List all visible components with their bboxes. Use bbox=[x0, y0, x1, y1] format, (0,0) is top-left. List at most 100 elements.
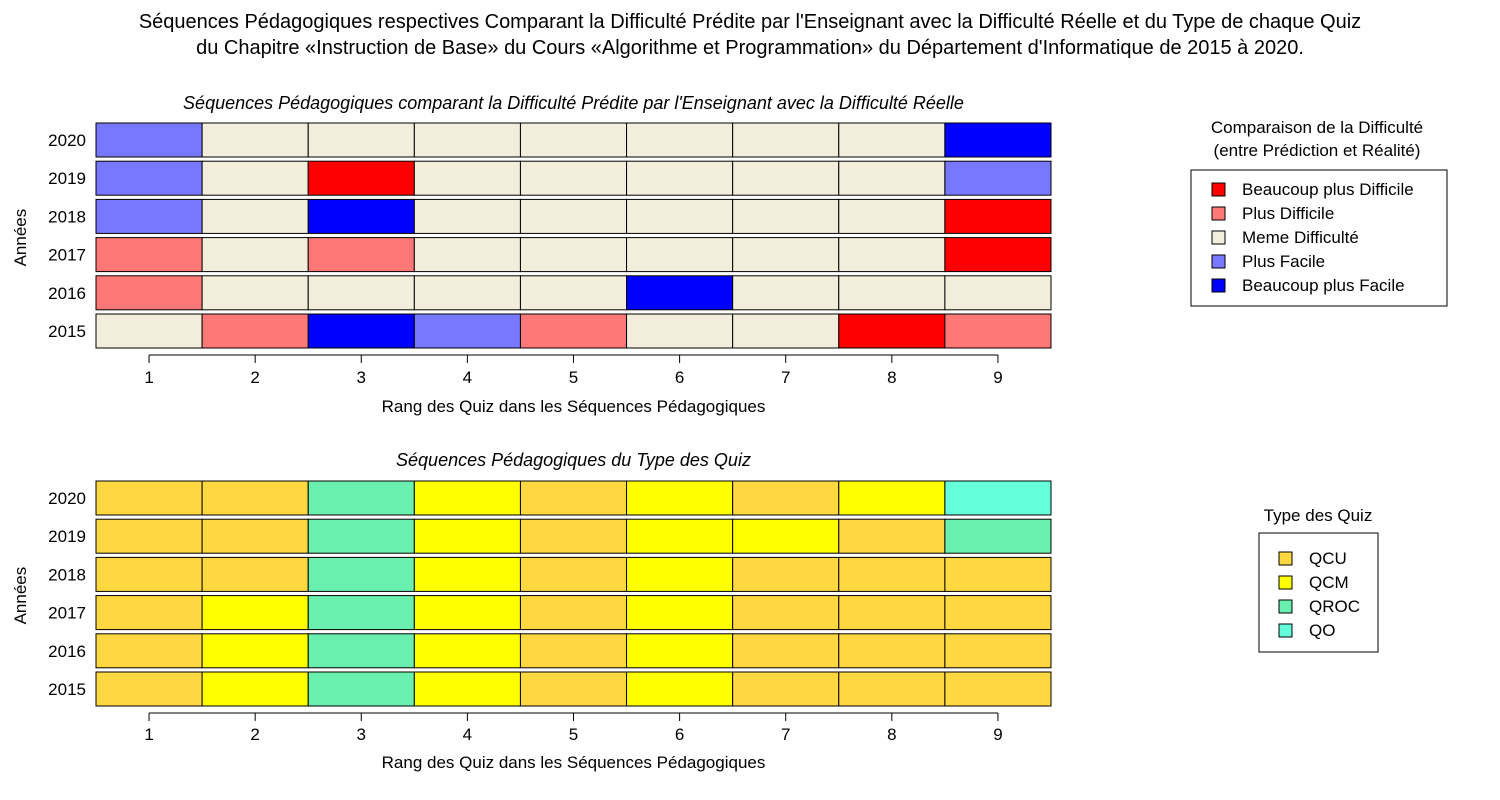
chart2-cell-2019-9 bbox=[944, 518, 1052, 554]
chart1-cell-2017-6 bbox=[626, 237, 734, 273]
chart2-x-tick-label: 9 bbox=[993, 725, 1002, 744]
chart1-cell-2015-6 bbox=[626, 313, 734, 349]
chart1-x-tick-label: 1 bbox=[144, 368, 153, 387]
chart1-cell-2015-3 bbox=[307, 313, 415, 349]
chart2-legend-box bbox=[1258, 532, 1379, 653]
chart2-cell-2019-5 bbox=[519, 518, 628, 554]
chart2-cell-2016-1 bbox=[95, 633, 203, 669]
chart2-cell-2016-7 bbox=[732, 633, 840, 669]
chart1-cell-2017-7 bbox=[732, 237, 840, 273]
chart1-cell-2015-7 bbox=[732, 313, 840, 349]
chart2-cell-2017-2 bbox=[201, 595, 309, 631]
chart1-title: Séquences Pédagogiques comparant la Diff… bbox=[183, 93, 964, 113]
chart1-x-tick-label: 9 bbox=[993, 368, 1002, 387]
chart2-cell-2020-6 bbox=[626, 480, 734, 516]
chart1-cell-2016-1 bbox=[95, 275, 203, 311]
chart2-x-axis-label: Rang des Quiz dans les Séquences Pédagog… bbox=[382, 753, 766, 772]
chart2-cell-2020-3 bbox=[307, 480, 415, 516]
chart2-cell-2015-3 bbox=[307, 671, 415, 707]
chart1-cell-2019-4 bbox=[413, 160, 521, 196]
chart1-cell-2016-7 bbox=[732, 275, 840, 311]
chart2-cell-2017-1 bbox=[95, 595, 203, 631]
chart2-cell-2015-2 bbox=[201, 671, 309, 707]
chart2-x-tick-label: 3 bbox=[357, 725, 366, 744]
chart1-cell-2018-3 bbox=[307, 198, 415, 234]
chart2-cell-2016-5 bbox=[519, 633, 628, 669]
chart2-cell-2020-7 bbox=[732, 480, 840, 516]
chart2-cell-2017-3 bbox=[307, 595, 415, 631]
chart1-cell-2019-6 bbox=[626, 160, 734, 196]
chart1-cell-2019-3 bbox=[307, 160, 415, 196]
chart2-cell-2015-9 bbox=[944, 671, 1052, 707]
chart1-legend-subtitle: (entre Prédiction et Réalité) bbox=[1214, 141, 1421, 160]
chart2-cell-2019-2 bbox=[201, 518, 309, 554]
chart2-cell-2015-5 bbox=[519, 671, 628, 707]
chart1-legend-swatch bbox=[1211, 230, 1226, 245]
chart2-cell-2020-2 bbox=[201, 480, 309, 516]
chart1-cell-2017-1 bbox=[95, 237, 203, 273]
chart1-cell-2017-3 bbox=[307, 237, 415, 273]
chart1-cell-2017-8 bbox=[838, 237, 946, 273]
chart2-cell-2019-4 bbox=[413, 518, 521, 554]
chart2-y-axis-label: Années bbox=[11, 567, 30, 625]
chart2-legend-swatch bbox=[1278, 575, 1293, 590]
chart2-cell-2017-4 bbox=[413, 595, 521, 631]
chart2-cell-2019-6 bbox=[626, 518, 734, 554]
chart1-cell-2015-2 bbox=[201, 313, 309, 349]
chart1-legend-swatch bbox=[1211, 182, 1226, 197]
chart1-cell-2020-3 bbox=[307, 122, 415, 158]
chart1-x-tick-label: 7 bbox=[781, 368, 790, 387]
chart1-legend-title: Comparaison de la Difficulté bbox=[1211, 118, 1423, 137]
chart2-cell-2018-1 bbox=[95, 556, 203, 592]
chart1-cell-2020-4 bbox=[413, 122, 521, 158]
chart1-y-tick-label: 2017 bbox=[48, 246, 86, 265]
chart2-cell-2018-7 bbox=[732, 556, 840, 592]
chart2-cell-2019-3 bbox=[307, 518, 415, 554]
chart1-cell-2016-5 bbox=[519, 275, 628, 311]
chart2-x-tick-label: 8 bbox=[887, 725, 896, 744]
chart2-cell-2020-1 bbox=[95, 480, 203, 516]
chart2-cell-2020-5 bbox=[519, 480, 628, 516]
chart1-x-axis-label: Rang des Quiz dans les Séquences Pédagog… bbox=[382, 397, 766, 416]
chart2-cell-2017-8 bbox=[838, 595, 946, 631]
chart1-cell-2018-2 bbox=[201, 198, 309, 234]
chart2-y-tick-label: 2015 bbox=[48, 680, 86, 699]
chart1-cell-2017-2 bbox=[201, 237, 309, 273]
chart2-legend-label: QCM bbox=[1309, 573, 1349, 592]
chart1-y-tick-label: 2018 bbox=[48, 207, 86, 226]
chart1-legend-swatch bbox=[1211, 278, 1226, 293]
chart1-y-tick-label: 2016 bbox=[48, 284, 86, 303]
chart2-legend-label: QCU bbox=[1309, 549, 1347, 568]
chart1-cell-2018-8 bbox=[838, 198, 946, 234]
chart2-cell-2015-8 bbox=[838, 671, 946, 707]
chart1-x-tick-label: 6 bbox=[675, 368, 684, 387]
chart1-legend-label: Plus Difficile bbox=[1242, 204, 1334, 223]
chart1-cell-2018-6 bbox=[626, 198, 734, 234]
chart1-y-axis-label: Années bbox=[11, 209, 30, 267]
chart1-cell-2020-8 bbox=[838, 122, 946, 158]
chart2-cell-2018-8 bbox=[838, 556, 946, 592]
chart2-cell-2016-9 bbox=[944, 633, 1052, 669]
chart2-cell-2018-4 bbox=[413, 556, 521, 592]
chart2-y-tick-label: 2018 bbox=[48, 565, 86, 584]
chart2-x-tick-label: 7 bbox=[781, 725, 790, 744]
main-title-line-2: du Chapitre «Instruction de Base» du Cou… bbox=[196, 37, 1304, 59]
chart2-x-tick-label: 1 bbox=[144, 725, 153, 744]
chart1-cell-2019-2 bbox=[201, 160, 309, 196]
chart1-cell-2015-9 bbox=[944, 313, 1052, 349]
chart1-cell-2017-9 bbox=[944, 237, 1052, 273]
chart2-cell-2015-7 bbox=[732, 671, 840, 707]
chart2-cell-2020-9 bbox=[944, 480, 1052, 516]
chart2-cell-2017-9 bbox=[944, 595, 1052, 631]
chart1-y-tick-label: 2019 bbox=[48, 169, 86, 188]
chart1-cell-2016-3 bbox=[307, 275, 415, 311]
chart2-cell-2016-4 bbox=[413, 633, 521, 669]
chart2-cell-2020-8 bbox=[838, 480, 946, 516]
chart1-cell-2018-4 bbox=[413, 198, 521, 234]
chart2-y-tick-label: 2020 bbox=[48, 489, 86, 508]
chart1-cell-2020-1 bbox=[95, 122, 203, 158]
chart2-cell-2015-6 bbox=[626, 671, 734, 707]
chart1-legend-label: Meme Difficulté bbox=[1242, 228, 1359, 247]
chart1-cell-2020-9 bbox=[944, 122, 1052, 158]
chart2-cell-2016-2 bbox=[201, 633, 309, 669]
